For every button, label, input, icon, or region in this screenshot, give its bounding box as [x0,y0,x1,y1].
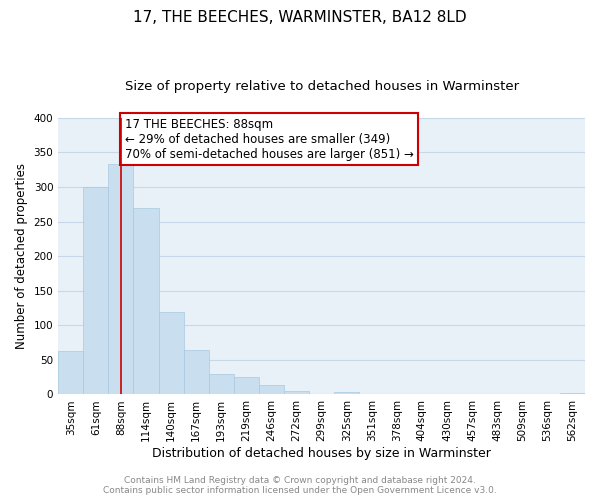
Text: 17 THE BEECHES: 88sqm
← 29% of detached houses are smaller (349)
70% of semi-det: 17 THE BEECHES: 88sqm ← 29% of detached … [125,118,413,161]
Bar [259,386,284,394]
Y-axis label: Number of detached properties: Number of detached properties [15,163,28,349]
Text: Contains HM Land Registry data © Crown copyright and database right 2024.
Contai: Contains HM Land Registry data © Crown c… [103,476,497,495]
Bar [58,351,83,395]
Bar [284,391,309,394]
Bar [234,377,259,394]
Bar [184,350,209,395]
X-axis label: Distribution of detached houses by size in Warminster: Distribution of detached houses by size … [152,447,491,460]
Bar [109,164,133,394]
Text: 17, THE BEECHES, WARMINSTER, BA12 8LD: 17, THE BEECHES, WARMINSTER, BA12 8LD [133,10,467,25]
Bar [560,393,585,394]
Bar [158,312,184,394]
Title: Size of property relative to detached houses in Warminster: Size of property relative to detached ho… [125,80,518,93]
Bar [334,392,359,394]
Bar [209,374,234,394]
Bar [133,208,158,394]
Bar [83,187,109,394]
